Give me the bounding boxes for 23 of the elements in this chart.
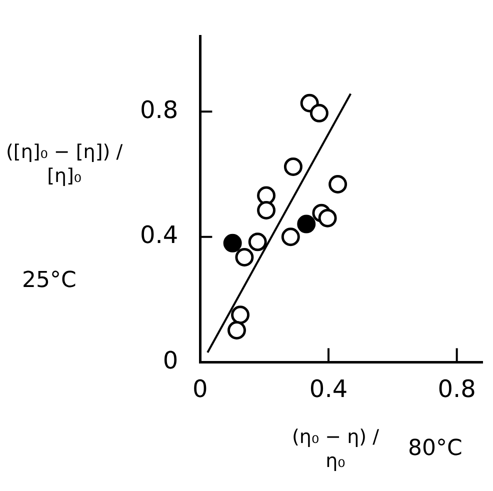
text: 25°C bbox=[22, 268, 76, 293]
point bbox=[248, 232, 267, 252]
point bbox=[318, 208, 337, 228]
point bbox=[231, 306, 250, 324]
x-tick-label: 0.4 bbox=[309, 374, 348, 403]
x-axis-title: (η₀ − η) / η₀ bbox=[291, 425, 380, 473]
y-tick-label: 0.4 bbox=[140, 221, 178, 250]
point bbox=[227, 320, 246, 340]
point bbox=[257, 186, 276, 205]
y-tick-label: 0.8 bbox=[140, 96, 178, 124]
y-axis-title: ([η]₀ − [η]) / [η]₀ bbox=[5, 140, 124, 188]
x-tick-label: 0 bbox=[192, 374, 208, 403]
point bbox=[235, 248, 254, 267]
x-tick-label: 0.8 bbox=[438, 374, 476, 403]
text: 80°C bbox=[408, 436, 462, 461]
point bbox=[223, 234, 242, 252]
point bbox=[284, 157, 302, 176]
point bbox=[257, 201, 276, 220]
y-tick-label: 0 bbox=[162, 346, 178, 374]
point bbox=[297, 214, 316, 234]
point bbox=[310, 104, 328, 122]
point bbox=[328, 175, 348, 194]
point bbox=[281, 228, 300, 246]
